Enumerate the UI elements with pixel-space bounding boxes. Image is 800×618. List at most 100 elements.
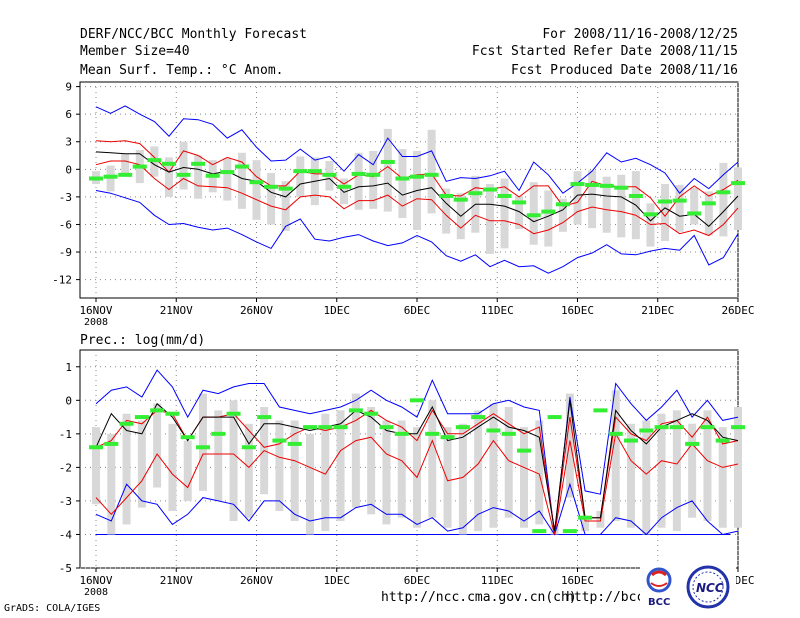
prec-median-mark <box>593 408 608 413</box>
prec-xtick-year: 2008 <box>84 587 108 598</box>
prec-median-mark <box>241 445 256 450</box>
prec-spread-box <box>520 427 528 528</box>
prec-ytick-label: -2 <box>59 461 72 474</box>
prec-spread-box <box>336 410 345 522</box>
prec-spread-box <box>168 423 177 511</box>
temp-median-mark <box>234 164 249 169</box>
temp-spread-box <box>281 181 290 231</box>
temp-median-mark <box>453 197 468 202</box>
temp-spread-box <box>442 188 451 234</box>
temp-line-p10 <box>95 160 739 237</box>
prec-median-mark <box>226 411 241 416</box>
member-size-label: Member Size=40 <box>80 44 190 59</box>
prec-median-mark <box>501 431 516 436</box>
prec-spread-box <box>688 423 697 518</box>
temp-median-mark <box>585 182 600 187</box>
prec-median-mark <box>318 425 333 430</box>
prec-median-mark <box>303 425 317 430</box>
prec-spread-box <box>657 413 666 528</box>
temp-spread-box <box>340 178 349 205</box>
prec-median-mark <box>654 425 669 430</box>
prec-spread-box <box>489 403 498 528</box>
temp-median-mark <box>161 161 176 166</box>
prec-ytick-label: -3 <box>59 495 72 508</box>
prec-ytick-label: -4 <box>59 528 73 541</box>
temp-spread-box <box>734 167 742 230</box>
temp-ytick-label: 6 <box>65 108 72 121</box>
temp-median-mark <box>395 176 410 181</box>
temp-median-mark <box>541 209 556 214</box>
temp-median-mark <box>643 212 658 217</box>
prec-line-p10 <box>95 432 739 535</box>
temp-line-mean <box>95 151 739 227</box>
prec-spread-box <box>474 410 483 532</box>
prec-spread-box <box>718 427 727 528</box>
temp-median-mark <box>599 183 614 188</box>
temp-ytick-label: -6 <box>59 218 72 231</box>
temp-median-mark <box>103 174 118 179</box>
temp-ytick-label: 9 <box>65 81 72 94</box>
prec-spread-box <box>581 517 590 532</box>
temp-spread-box <box>602 176 611 233</box>
temp-median-mark <box>264 184 279 189</box>
prec-median-mark <box>272 438 287 443</box>
prec-spread-box <box>611 390 620 522</box>
grads-credit: GrADS: COLA/IGES <box>4 603 101 614</box>
prec-median-mark <box>211 431 226 436</box>
bcc-ncc-logos: BCC NCC <box>640 563 736 613</box>
prec-xtick-label: 16DEC <box>561 574 594 587</box>
temp-spread-box <box>704 191 713 236</box>
prec-line-max <box>95 369 739 535</box>
prec-spread-box <box>321 413 330 532</box>
prec-spread-box <box>535 420 544 525</box>
temp-spread-box <box>690 187 699 225</box>
prec-median-mark <box>196 445 210 450</box>
temp-xtick-label: 6DEC <box>404 304 431 317</box>
temp-median-mark <box>380 159 395 164</box>
prec-spread-box <box>244 423 253 518</box>
temp-median-mark <box>701 201 716 206</box>
prec-median-mark <box>104 441 119 446</box>
temp-median-mark <box>482 187 497 192</box>
temp-spread-box <box>179 141 188 190</box>
temp-ytick-label: -9 <box>59 246 72 259</box>
bcc-url-link[interactable]: http://bcc.c <box>566 590 660 605</box>
prec-spread-box <box>229 400 238 522</box>
prec-spread-box <box>275 420 284 511</box>
temp-spread-box <box>223 158 232 201</box>
prec-spread-box <box>214 410 223 501</box>
temp-median-mark <box>526 213 541 218</box>
prec-spread-box <box>428 400 437 518</box>
prec-median-mark <box>700 425 715 430</box>
prec-median-mark <box>685 441 700 446</box>
prec-ytick-label: 1 <box>65 361 72 374</box>
temp-spread-box <box>194 155 203 199</box>
prec-spread-box <box>199 393 207 491</box>
prec-spread-box <box>734 407 742 528</box>
temp-median-mark <box>687 211 702 216</box>
temp-spread-box <box>661 184 670 242</box>
prec-xtick-label: 6DEC <box>404 574 431 587</box>
temp-spread-box <box>485 184 494 254</box>
prec-median-mark <box>89 445 103 450</box>
temp-xtick-label: 16DEC <box>561 304 594 317</box>
temp-median-mark <box>322 172 337 177</box>
prec-panel-title: Prec.: log(mm/d) <box>80 333 205 348</box>
prec-median-mark <box>379 425 394 430</box>
prec-spread-box <box>703 410 712 522</box>
temp-ytick-label: 0 <box>65 163 72 176</box>
variable-label: Mean Surf. Temp.: °C Anom. <box>80 63 284 78</box>
prec-spread-box <box>107 433 116 535</box>
temp-median-mark <box>366 172 381 177</box>
temp-median-mark <box>658 199 673 204</box>
temp-median-mark <box>351 171 366 176</box>
ncc-url-link[interactable]: http://ncc.cma.gov.cn(ch) <box>381 590 577 605</box>
bcc-logo-text: BCC <box>648 597 670 608</box>
temp-spread-box <box>515 195 524 230</box>
prec-plot-frame <box>79 349 739 569</box>
temp-spread-box <box>675 184 684 232</box>
temp-ytick-label: -3 <box>59 191 72 204</box>
prec-spread-box <box>458 423 467 535</box>
prec-spread-box <box>351 393 360 508</box>
